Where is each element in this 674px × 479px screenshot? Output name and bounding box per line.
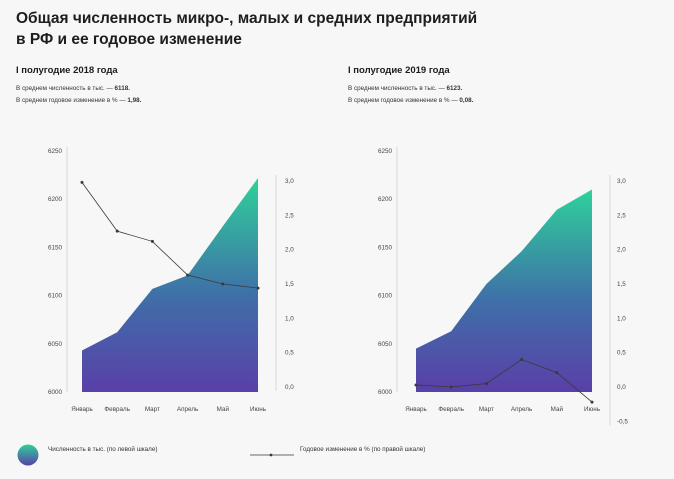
left-tick-label: 6100 [48,293,63,300]
area-series-count [82,177,258,392]
left-tick-label: 6000 [378,389,393,396]
right-tick-label: 1,5 [617,281,626,288]
avg-count-line: В среднем численность в тыс. — 6123. [348,85,648,92]
legend-area-swatch [17,444,39,466]
panel-heading: I полугодие 2019 года [348,65,450,76]
legend-line-marker [269,453,273,457]
x-tick-label: Май [217,405,230,413]
panel-header-2019: I полугодие 2019 года В среднем численно… [348,65,648,104]
legend-area-label: Численность в тыс. [48,446,105,453]
right-tick-label: 2,0 [617,247,626,254]
right-tick-label: 0,0 [285,384,294,391]
legend-line: Годовое изменение в % (по правой шкале) [300,446,425,453]
page-title: Общая численность микро-, малых и средни… [16,8,536,50]
left-tick-label: 6250 [378,148,393,155]
right-tick-label: 3,0 [617,178,626,185]
line-point [449,385,453,389]
x-tick-label: Июнь [584,406,601,413]
line-point [256,286,260,290]
avg-count-label: В среднем численность в тыс. — [348,85,447,92]
right-tick-label: -0,5 [617,418,628,425]
right-tick-label: 1,0 [617,315,626,322]
avg-change-value: 1,98. [127,97,142,104]
right-tick-label: 2,5 [285,212,294,219]
right-tick-label: 0,5 [617,350,626,357]
left-tick-label: 6000 [48,389,63,396]
left-tick-label: 6100 [378,293,393,300]
x-tick-label: Январь [71,406,93,413]
x-tick-label: Апрель [511,406,533,413]
line-point [150,239,154,243]
legend-area-note: (по левой шкале) [106,446,158,453]
x-tick-label: Март [145,406,160,413]
x-tick-label: Май [551,405,564,413]
area-series-count [416,189,592,392]
legend-line-label: Годовое изменение в % [300,446,370,453]
x-tick-label: Январь [405,406,427,413]
line-series-change [81,182,259,289]
x-tick-label: Март [479,406,494,413]
right-tick-label: 2,5 [617,212,626,219]
line-point [221,282,225,286]
right-tick-label: 0,0 [617,384,626,391]
line-point [186,273,190,277]
panel-heading: I полугодие 2018 года [16,65,118,76]
x-tick-label: Февраль [438,406,464,413]
left-tick-label: 6200 [378,196,393,203]
right-tick-label: 0,5 [285,350,294,357]
line-point [555,371,559,375]
line-series-change [415,359,593,403]
avg-change-line: В среднем годовое изменение в % — 1,98. [16,97,316,104]
avg-change-value: 0,08. [459,97,474,104]
left-tick-label: 6150 [48,244,63,251]
panel-header-2018: I полугодие 2018 года В среднем численно… [16,65,316,104]
left-tick-label: 6050 [378,341,393,348]
left-tick-label: 6050 [48,341,63,348]
avg-change-line: В среднем годовое изменение в % — 0,08. [348,97,648,104]
right-tick-label: 1,0 [285,315,294,322]
left-tick-label: 6200 [48,196,63,203]
right-tick-label: 2,0 [285,247,294,254]
line-point [590,400,594,404]
x-tick-label: Июнь [250,406,267,413]
title-line-1: Общая численность микро-, малых и средни… [16,10,478,27]
line-point [414,383,418,387]
x-tick-label: Февраль [104,406,130,413]
avg-count-line: В среднем численность в тыс. — 6118. [16,85,316,92]
avg-count-value: 6118. [114,85,130,92]
legend-area: Численность в тыс. (по левой шкале) [48,446,157,453]
line-point [115,229,119,233]
avg-count-value: 6123. [446,85,463,92]
left-tick-label: 6150 [378,244,393,251]
line-point [520,358,524,362]
line-point [484,382,488,386]
avg-change-label: В среднем годовое изменение в % — [16,97,128,104]
avg-count-label: В среднем численность в тыс. — [16,85,115,92]
title-line-2: в РФ и ее годовое изменение [16,31,242,48]
right-tick-label: 1,5 [285,281,294,288]
left-tick-label: 6250 [48,148,63,155]
line-point [80,180,84,184]
legend-line-note: (по правой шкале) [371,446,426,453]
x-tick-label: Апрель [177,406,199,413]
right-tick-label: 3,0 [285,178,294,185]
avg-change-label: В среднем годовое изменение в % — [348,97,460,104]
